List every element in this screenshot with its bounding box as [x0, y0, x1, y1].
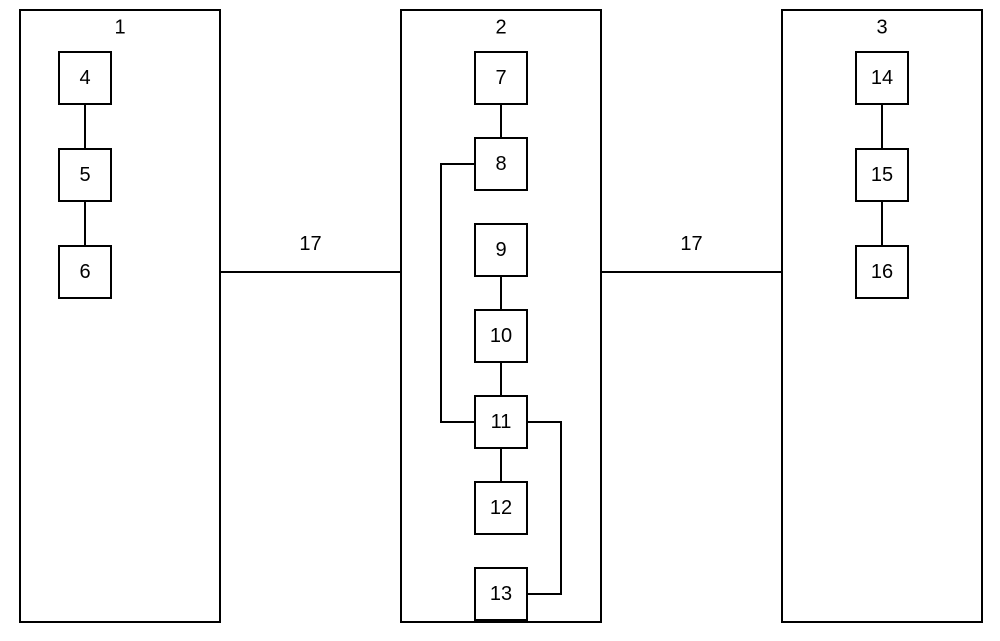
- node-14-label: 14: [871, 67, 893, 89]
- node-9-label: 9: [495, 239, 506, 261]
- node-11-label: 11: [491, 411, 512, 433]
- panel-2-label: 2: [495, 17, 506, 39]
- node-8-label: 8: [495, 153, 506, 175]
- node-4-label: 4: [79, 67, 90, 89]
- node-5-label: 5: [79, 164, 90, 186]
- panel-1: [20, 10, 220, 622]
- panel-3-label: 3: [876, 17, 887, 39]
- e8-11-left: [441, 164, 475, 422]
- node-10-label: 10: [490, 325, 512, 347]
- panel-1-label: 1: [114, 17, 125, 39]
- node-16-label: 16: [871, 261, 893, 283]
- c2-3-label: 17: [680, 233, 702, 255]
- e11-13-right: [527, 422, 561, 594]
- c1-2-label: 17: [299, 233, 321, 255]
- diagram-canvas: 123171745678910111213141516: [0, 0, 1000, 641]
- node-13-label: 13: [490, 583, 512, 605]
- node-6-label: 6: [79, 261, 90, 283]
- node-15-label: 15: [871, 164, 893, 186]
- node-7-label: 7: [495, 67, 506, 89]
- node-12-label: 12: [490, 497, 512, 519]
